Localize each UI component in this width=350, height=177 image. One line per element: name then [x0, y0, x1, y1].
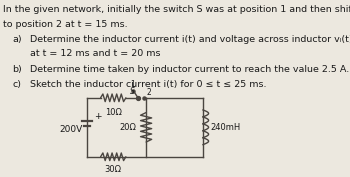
Text: 10Ω: 10Ω — [105, 108, 122, 117]
Text: 2: 2 — [146, 88, 151, 97]
Text: +: + — [94, 112, 101, 121]
Text: to position 2 at t = 15 ms.: to position 2 at t = 15 ms. — [3, 20, 128, 29]
Text: 30Ω: 30Ω — [105, 165, 122, 175]
Text: Determine time taken by inductor current to reach the value 2.5 A.: Determine time taken by inductor current… — [30, 65, 349, 75]
Text: 1: 1 — [130, 80, 135, 89]
Text: S: S — [130, 87, 135, 96]
Text: In the given network, initially the switch S was at position 1 and then shifted: In the given network, initially the swit… — [3, 5, 350, 14]
Text: Sketch the inductor current i(t) for 0 ≤ t ≤ 25 ms.: Sketch the inductor current i(t) for 0 ≤… — [30, 80, 266, 89]
Text: c): c) — [12, 80, 21, 89]
Text: 200V: 200V — [59, 125, 82, 133]
Text: Determine the inductor current i(t) and voltage across inductor vₗ(t): Determine the inductor current i(t) and … — [30, 35, 350, 44]
Text: b): b) — [12, 65, 22, 75]
Text: 240mH: 240mH — [211, 123, 241, 132]
Text: 20Ω: 20Ω — [119, 123, 136, 132]
Text: at t = 12 ms and t = 20 ms: at t = 12 ms and t = 20 ms — [30, 49, 160, 58]
Text: a): a) — [12, 35, 22, 44]
